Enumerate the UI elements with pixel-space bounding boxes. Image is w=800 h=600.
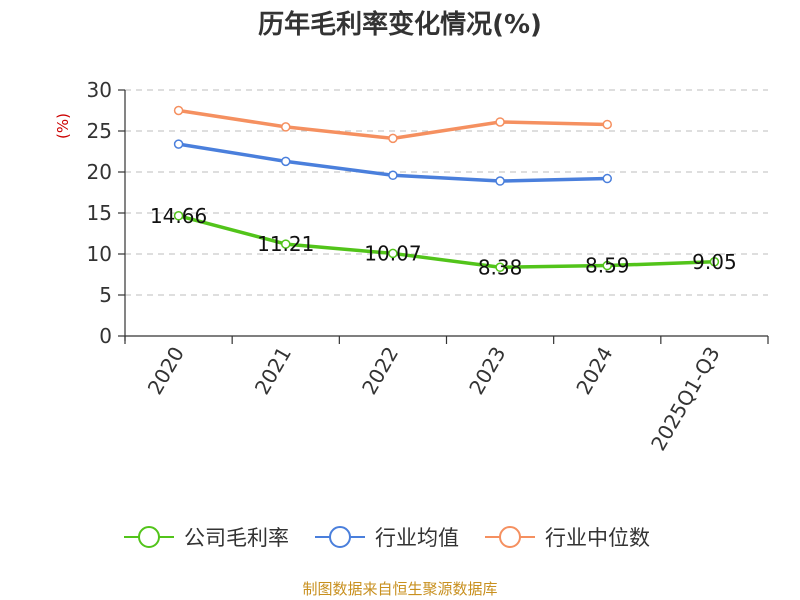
data-labels: 14.66 11.21 10.07 8.38 8.59 9.05: [150, 204, 737, 279]
x-tick-label: 2024: [571, 343, 617, 399]
data-point: [388, 170, 398, 181]
y-axis-label: (%): [54, 113, 72, 139]
legend-label: 行业均值: [375, 526, 459, 550]
data-point: [495, 117, 505, 127]
data-point: [173, 139, 184, 149]
y-tick-label: 20: [87, 160, 112, 184]
data-label: 8.38: [478, 255, 523, 279]
series-layer: [173, 105, 720, 273]
data-label: 10.07: [364, 241, 421, 265]
data-point: [495, 262, 505, 273]
y-tick-label: 10: [87, 242, 112, 266]
y-tick-label: 15: [87, 201, 112, 225]
data-point: [495, 176, 505, 186]
data-point: [173, 211, 184, 221]
data-label: 9.05: [692, 250, 737, 274]
data-point: [281, 122, 291, 132]
legend-marker: [499, 526, 521, 548]
series-line: [176, 214, 717, 270]
data-point: [388, 248, 398, 259]
y-tick-label: 0: [99, 324, 112, 348]
legend-item[interactable]: 行业均值: [315, 526, 459, 550]
legend-item[interactable]: 行业中位数: [485, 526, 650, 550]
chart-title: 历年毛利率变化情况(%): [258, 9, 542, 40]
data-point: [173, 105, 184, 116]
data-point: [388, 133, 398, 144]
data-point: [281, 239, 291, 249]
x-tick-label: 2020: [143, 343, 189, 399]
y-tick-label: 25: [87, 119, 112, 143]
legend[interactable]: 公司毛利率 行业均值 行业中位数: [124, 526, 650, 550]
x-tick-label: 2021: [250, 343, 296, 399]
data-label: 8.59: [585, 254, 630, 278]
data-point: [709, 257, 720, 267]
source-note: 制图数据来自恒生聚源数据库: [302, 580, 497, 598]
legend-marker: [329, 526, 351, 548]
data-point: [281, 156, 291, 167]
data-point: [602, 173, 612, 184]
legend-label: 公司毛利率: [184, 526, 289, 550]
x-tick-label: 2023: [464, 343, 510, 399]
legend-marker: [138, 526, 160, 548]
data-point: [602, 260, 612, 271]
legend-label: 行业中位数: [545, 526, 650, 550]
x-tick-label: 2025Q1-Q3: [646, 343, 725, 455]
data-label: 14.66: [150, 204, 207, 228]
data-point: [602, 119, 612, 130]
y-tick-label: 30: [87, 78, 112, 102]
data-label: 11.21: [257, 232, 314, 256]
x-tick-label: 2022: [357, 343, 403, 399]
legend-item[interactable]: 公司毛利率: [124, 526, 289, 550]
y-tick-label: 5: [99, 283, 112, 307]
